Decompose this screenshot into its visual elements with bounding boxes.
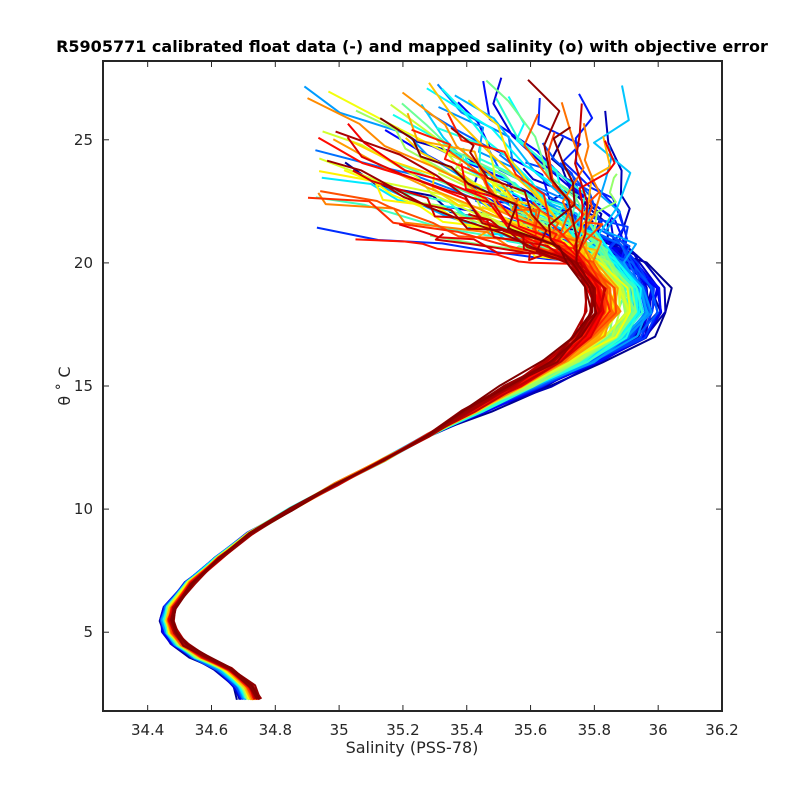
y-tick-label: 5	[83, 623, 93, 641]
x-tick-label: 35.8	[578, 721, 611, 739]
profile-lines	[158, 77, 673, 701]
axis-ticks: 34.4 34.6 34.8 35 35.2 35.4 35.6 35.8 36 36.2 5 10 1…	[74, 61, 739, 739]
x-tick-label: 36.2	[705, 721, 738, 739]
x-tick-label: 34.8	[259, 721, 292, 739]
x-tick-label: 35	[330, 721, 349, 739]
x-tick-label: 35.4	[450, 721, 483, 739]
x-axis-label: Salinity (PSS-78)	[346, 738, 479, 757]
x-tick-label: 35.2	[386, 721, 419, 739]
y-tick-label: 15	[74, 377, 93, 395]
chart-title: R5905771 calibrated float data (-) and m…	[56, 37, 768, 56]
x-tick-label: 36	[649, 721, 668, 739]
y-tick-label: 20	[74, 254, 93, 272]
x-tick-label: 35.6	[514, 721, 547, 739]
y-tick-label: 25	[74, 131, 93, 149]
profile-line	[172, 127, 593, 700]
x-tick-label: 34.4	[131, 721, 164, 739]
x-tick-label: 34.6	[195, 721, 228, 739]
profile-line	[172, 117, 593, 701]
y-tick-label: 10	[74, 500, 93, 518]
y-axis-label: θ ˚ C	[55, 366, 74, 405]
